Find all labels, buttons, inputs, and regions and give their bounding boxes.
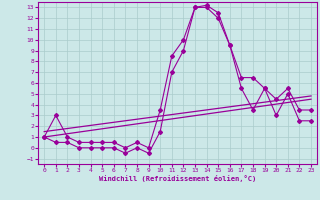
X-axis label: Windchill (Refroidissement éolien,°C): Windchill (Refroidissement éolien,°C) [99, 175, 256, 182]
